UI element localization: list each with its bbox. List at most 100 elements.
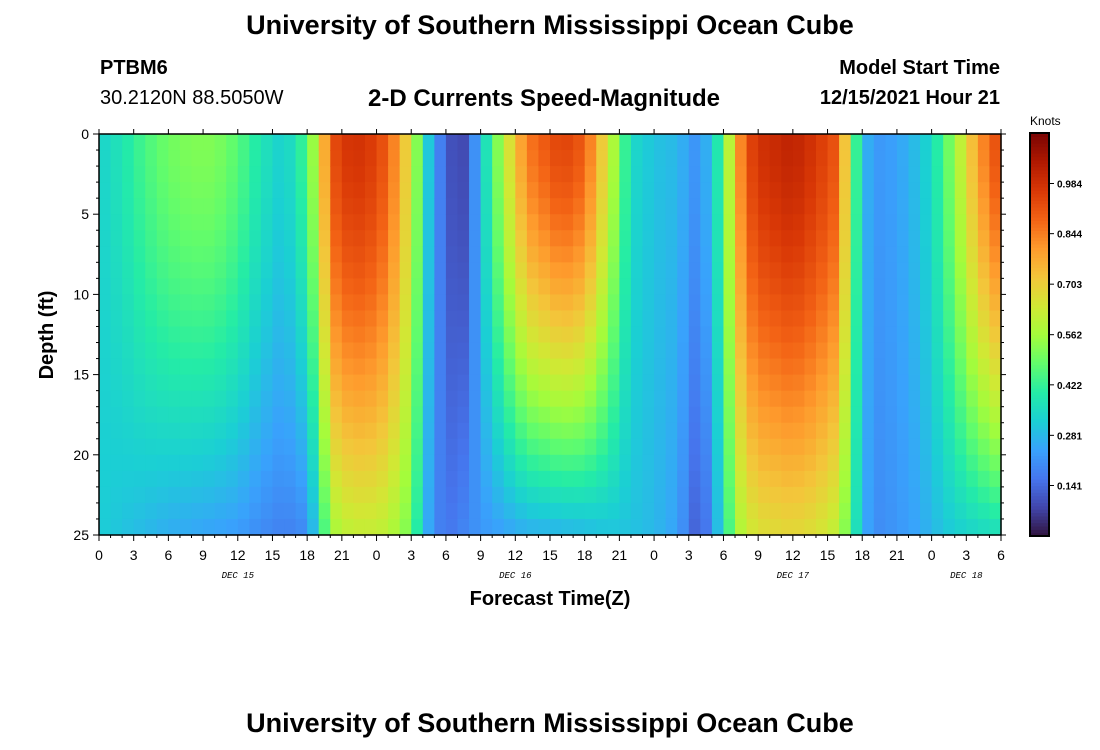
heatmap-cell — [989, 486, 1002, 504]
heatmap-cell — [862, 438, 875, 456]
colorbar-tick-label: 0.141 — [1057, 481, 1082, 492]
colorbar-segment — [1030, 183, 1049, 188]
heatmap-cell — [156, 214, 169, 231]
heatmap-cell — [746, 454, 759, 472]
colorbar-segment — [1030, 290, 1049, 295]
heatmap-cell — [885, 182, 898, 199]
heatmap-cell — [434, 470, 447, 488]
heatmap-cell — [445, 310, 459, 328]
heatmap-cell — [434, 390, 447, 408]
heatmap-cell — [515, 486, 528, 504]
heatmap-cell — [630, 342, 644, 360]
heatmap-cell — [550, 230, 563, 247]
heatmap-cell — [896, 454, 910, 472]
heatmap-cell — [769, 294, 782, 312]
heatmap-cell — [214, 342, 227, 360]
heatmap-cell — [295, 310, 308, 328]
heatmap-cell — [307, 390, 320, 408]
heatmap-cell — [584, 518, 597, 536]
heatmap-cell — [769, 214, 782, 231]
heatmap-cell — [191, 502, 204, 520]
heatmap-cell — [735, 278, 748, 295]
colorbar-segment — [1030, 274, 1049, 279]
heatmap-cell — [619, 246, 632, 263]
heatmap-cell — [179, 246, 193, 263]
heatmap-cell — [966, 486, 979, 504]
date-label: DEC 17 — [777, 571, 810, 581]
heatmap-cell — [376, 518, 389, 536]
heatmap-cell — [434, 486, 447, 504]
heatmap-cell — [353, 214, 366, 231]
x-tick-label: 0 — [95, 547, 103, 563]
heatmap-cell — [179, 326, 193, 344]
heatmap-cell — [307, 438, 320, 456]
y-axis-label: Depth (ft) — [36, 291, 58, 380]
heatmap-cell — [492, 422, 505, 440]
heatmap-cell — [203, 374, 216, 392]
heatmap-cell — [480, 422, 493, 440]
heatmap-cell — [688, 342, 701, 360]
heatmap-cell — [827, 262, 840, 279]
heatmap-cell — [792, 198, 806, 215]
heatmap-cell — [573, 358, 586, 376]
heatmap-cell — [943, 294, 956, 312]
heatmap-cell — [99, 246, 112, 263]
heatmap-cell — [758, 262, 771, 279]
heatmap-cell — [607, 406, 620, 424]
heatmap-cell — [700, 502, 713, 520]
heatmap-cell — [284, 326, 297, 344]
heatmap-cell — [607, 438, 620, 456]
heatmap-cell — [584, 214, 597, 231]
heatmap-cell — [526, 342, 540, 360]
colorbar-segment — [1030, 502, 1049, 507]
date-label: DEC 16 — [499, 571, 532, 581]
heatmap-cell — [318, 358, 331, 376]
heatmap-cell — [526, 150, 540, 167]
heatmap-cell — [943, 230, 956, 247]
heatmap-cell — [815, 166, 829, 183]
heatmap-cell — [677, 230, 690, 247]
heatmap-cell — [630, 310, 644, 328]
heatmap-cell — [862, 358, 875, 376]
heatmap-cell — [954, 518, 967, 536]
colorbar-segment — [1030, 351, 1049, 356]
heatmap-cell — [630, 230, 644, 247]
heatmap-cell — [896, 390, 910, 408]
heatmap-cell — [284, 230, 297, 247]
heatmap-cell — [376, 438, 389, 456]
heatmap-cell — [908, 342, 921, 360]
heatmap-cell — [550, 374, 563, 392]
heatmap-cell — [272, 326, 285, 344]
colorbar-segment — [1030, 374, 1049, 379]
heatmap-cell — [237, 310, 250, 328]
heatmap-cell — [122, 150, 135, 167]
heatmap-cell — [873, 374, 886, 392]
heatmap-cell — [630, 262, 644, 279]
heatmap-cell — [399, 502, 412, 520]
heatmap-cell — [573, 326, 586, 344]
heatmap-cell — [920, 406, 933, 424]
heatmap-cell — [388, 342, 401, 360]
heatmap-cell — [122, 134, 135, 151]
heatmap-cell — [203, 486, 216, 504]
heatmap-cell — [422, 310, 435, 328]
heatmap-cell — [145, 486, 158, 504]
heatmap-cell — [746, 374, 759, 392]
heatmap-cell — [850, 374, 863, 392]
heatmap-cell — [445, 518, 459, 536]
heatmap-cell — [526, 134, 540, 151]
heatmap-cell — [330, 438, 343, 456]
heatmap-cell — [966, 310, 979, 328]
heatmap-cell — [885, 198, 898, 215]
heatmap-cell — [688, 502, 701, 520]
heatmap-cell — [295, 438, 308, 456]
colorbar-segment — [1030, 364, 1049, 369]
heatmap-cell — [457, 150, 470, 167]
heatmap-cell — [758, 470, 771, 488]
heatmap-cell — [839, 246, 852, 263]
heatmap-cell — [827, 438, 840, 456]
heatmap-cell — [550, 406, 563, 424]
heatmap-cell — [272, 486, 285, 504]
heatmap-cell — [896, 422, 910, 440]
heatmap-cell — [480, 150, 493, 167]
